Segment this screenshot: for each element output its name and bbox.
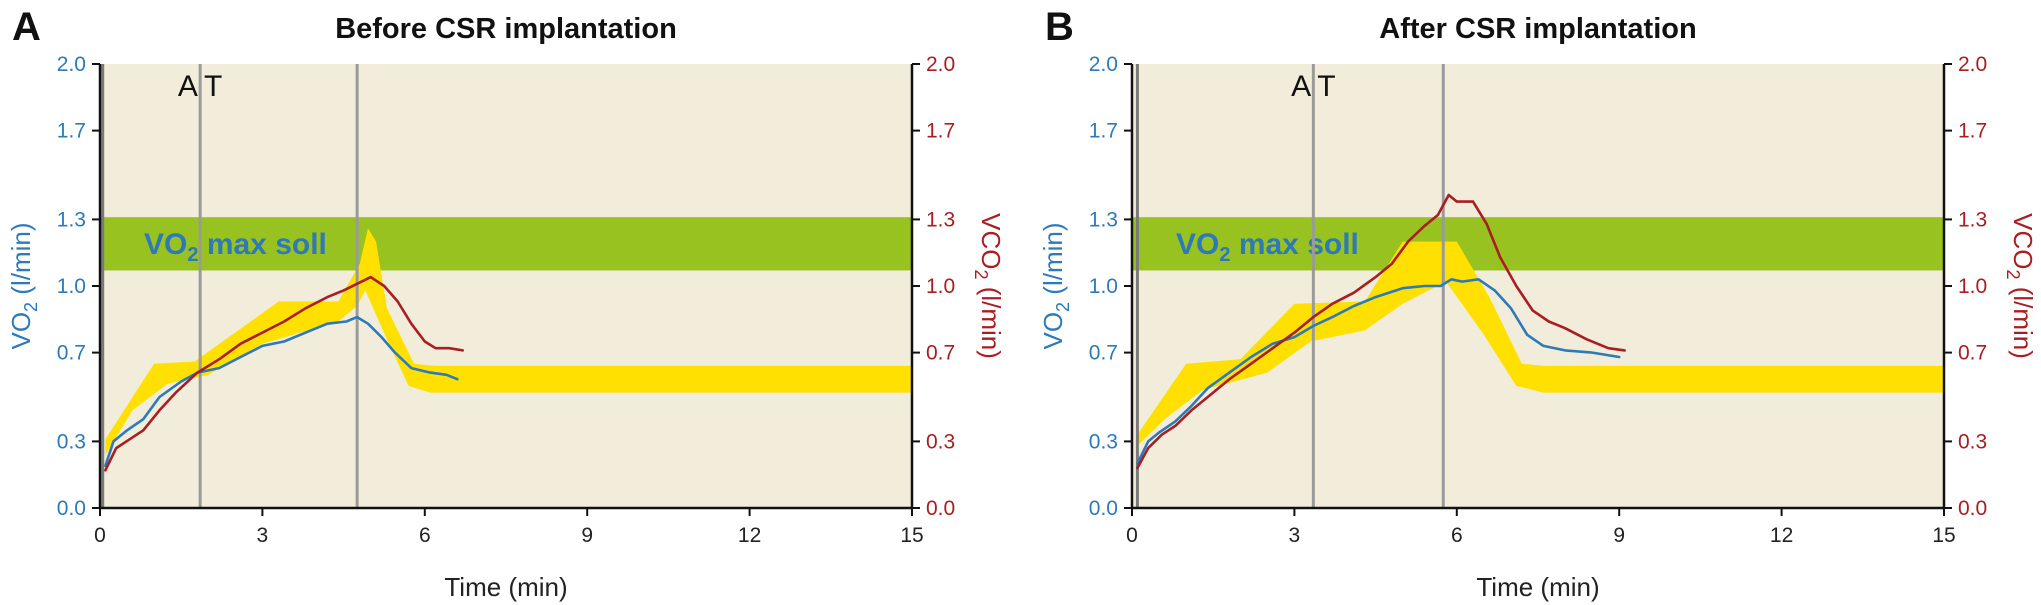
x-tick-label: 9 — [1613, 524, 1625, 547]
y-tick-label-right: 1.3 — [1958, 208, 1987, 231]
x-tick-label: 3 — [1289, 524, 1301, 547]
panel-title: After CSR implantation — [1379, 13, 1696, 45]
y-tick-label-left: 0.3 — [57, 430, 86, 453]
y-tick-label-right: 0.0 — [1958, 497, 1987, 520]
y-tick-label-left: 2.0 — [57, 53, 86, 76]
y-tick-label-left: 1.3 — [1089, 208, 1118, 231]
y-tick-label-left: 1.7 — [57, 120, 86, 143]
plot-background — [1132, 64, 1944, 508]
series-line-vco2 — [104, 275, 465, 472]
panel-b: VO2 max soll A T 0.0 0.0 0.3 0.3 0.7 0.7 1.0 1.0 1… — [1038, 5, 2038, 602]
vo2max-band-label: VO2 max soll — [144, 228, 327, 266]
y-tick-label-right: 0.0 — [926, 497, 955, 520]
panel-letter: A — [12, 5, 41, 49]
y-axis-label-right: VCO2 (l/min) — [971, 213, 1006, 359]
y-tick-label-left: 2.0 — [1089, 53, 1118, 76]
y-axis-label-left: VO2 (l/min) — [1038, 222, 1073, 349]
y-tick-label-right: 1.7 — [1958, 120, 1987, 143]
y-tick-label-left: 1.7 — [1089, 120, 1118, 143]
vo2max-band-label: VO2 max soll — [1176, 228, 1359, 266]
x-tick-label: 15 — [900, 524, 923, 547]
y-tick-label-right: 1.0 — [926, 275, 955, 298]
y-tick-label-right: 2.0 — [926, 53, 955, 76]
y-tick-label-left: 0.3 — [1089, 430, 1118, 453]
y-tick-label-right: 0.7 — [1958, 342, 1987, 365]
x-tick-label: 9 — [581, 524, 593, 547]
series-line-vo2 — [104, 315, 459, 468]
vo2max-band — [1132, 217, 1944, 271]
x-axis-label: Time (min) — [444, 572, 567, 602]
x-tick-label: 6 — [1451, 524, 1463, 547]
x-tick-label: 6 — [419, 524, 431, 547]
predicted-band — [1137, 241, 1944, 446]
y-tick-label-right: 1.0 — [1958, 275, 1987, 298]
x-tick-label: 12 — [1770, 524, 1793, 547]
y-axis-label-left: VO2 (l/min) — [6, 222, 41, 349]
panel-letter: B — [1045, 5, 1074, 49]
panel-title: Before CSR implantation — [335, 13, 677, 45]
y-tick-label-left: 1.0 — [1089, 275, 1118, 298]
y-tick-label-left: 1.0 — [57, 275, 86, 298]
predicted-band — [105, 228, 912, 455]
y-tick-label-left: 0.0 — [1089, 497, 1118, 520]
y-tick-label-left: 1.3 — [57, 208, 86, 231]
y-tick-label-right: 0.7 — [926, 342, 955, 365]
x-tick-label: 0 — [1126, 524, 1138, 547]
y-tick-label-right: 1.7 — [926, 120, 955, 143]
y-tick-label-right: 0.3 — [1958, 430, 1987, 453]
series-line-vco2 — [1136, 193, 1626, 470]
y-tick-label-left: 0.0 — [57, 497, 86, 520]
vo2max-band — [100, 217, 912, 271]
y-tick-label-right: 0.3 — [926, 430, 955, 453]
threshold-label: A T — [1291, 70, 1335, 103]
x-tick-label: 0 — [94, 524, 106, 547]
plot-background — [100, 64, 912, 508]
y-axis-label-right: VCO2 (l/min) — [2003, 213, 2038, 359]
y-tick-label-right: 2.0 — [1958, 53, 1987, 76]
x-tick-label: 3 — [257, 524, 269, 547]
series-line-vo2 — [1136, 277, 1621, 465]
y-tick-label-left: 0.7 — [57, 342, 86, 365]
x-axis-label: Time (min) — [1476, 572, 1599, 602]
y-tick-label-right: 1.3 — [926, 208, 955, 231]
panel-a: VO2 max soll A T 0.0 0.0 0.3 0.3 0.7 0.7 1.0 1.0 1… — [6, 5, 1006, 602]
x-tick-label: 15 — [1932, 524, 1955, 547]
x-tick-label: 12 — [738, 524, 761, 547]
y-tick-label-left: 0.7 — [1089, 342, 1118, 365]
threshold-label: A T — [178, 70, 222, 103]
